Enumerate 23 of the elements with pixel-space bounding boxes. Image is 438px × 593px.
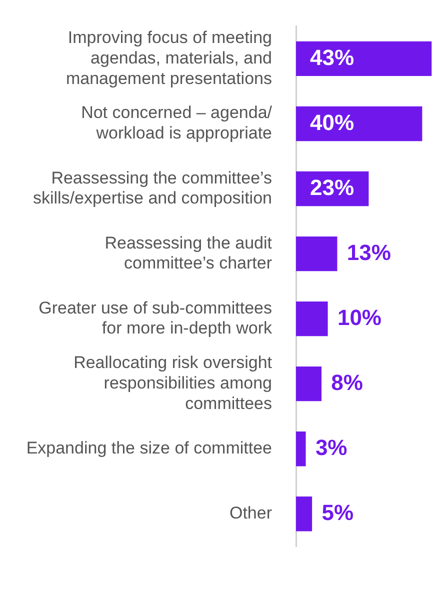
- data-label: 5%: [322, 500, 354, 525]
- y-tick-label: Not concerned – agenda/ workload is appropriate: [81, 103, 272, 143]
- bar: [296, 41, 432, 76]
- bar: [296, 236, 338, 272]
- bar: [296, 106, 422, 142]
- y-tick-label: Reassessing the committee’s skills/expertise and composition: [32, 168, 272, 208]
- bar: [296, 301, 328, 336]
- y-tick-label: Improving focus of meeting agendas, materials, and management presentations: [66, 28, 272, 88]
- data-label: 23%: [310, 174, 354, 200]
- y-tick-label: Expanding the size of committee: [26, 438, 272, 458]
- data-label: 43%: [310, 44, 354, 70]
- data-label: 13%: [346, 240, 391, 265]
- y-tick-label: Reallocating risk oversight responsibilities among committees: [74, 353, 272, 413]
- data-label: 10%: [337, 304, 382, 330]
- bar: [296, 432, 306, 466]
- data-label: 3%: [315, 434, 348, 460]
- y-tick-label: Reassessing the audit committee’s charter: [104, 233, 272, 273]
- bar: [296, 496, 312, 532]
- data-label: 40%: [310, 110, 354, 135]
- y-tick-label: Greater use of sub-committees for more in-depth work: [38, 298, 272, 338]
- data-label: 8%: [331, 370, 363, 395]
- y-tick-label: Other: [229, 504, 272, 523]
- bar: [296, 366, 322, 402]
